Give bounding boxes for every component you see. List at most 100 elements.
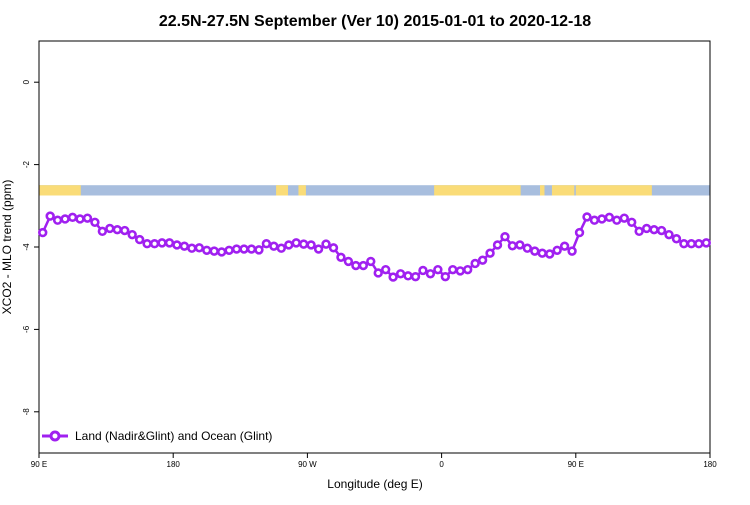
x-tick-label: 180: [703, 460, 717, 469]
data-point: [455, 266, 465, 276]
data-point: [343, 256, 354, 267]
x-tick-label: 180: [167, 460, 181, 469]
x-tick-label: 90 E: [31, 460, 47, 469]
data-point: [120, 225, 130, 236]
data-point: [187, 243, 197, 253]
data-point: [582, 212, 592, 222]
data-point: [612, 215, 622, 225]
data-point: [336, 252, 346, 262]
data-point: [410, 271, 421, 282]
legend-swatch-marker: [49, 430, 61, 442]
data-point: [395, 269, 406, 279]
data-point: [298, 239, 309, 249]
data-point: [38, 227, 48, 238]
y-tick-label: -2: [22, 160, 31, 168]
data-point: [589, 215, 600, 225]
data-point: [202, 245, 212, 255]
data-point: [209, 246, 219, 256]
data-point: [366, 256, 376, 267]
x-axis: 90 E 180 90 W 0 90 E 180: [31, 453, 717, 469]
data-point: [634, 226, 644, 237]
data-point: [142, 239, 152, 249]
data-point: [52, 215, 63, 225]
data-point: [224, 245, 234, 255]
data-point: [559, 241, 570, 251]
data-point: [97, 226, 108, 237]
data-point: [619, 213, 629, 223]
data-point: [313, 244, 324, 254]
data-point: [358, 260, 369, 271]
data-point: [60, 214, 70, 224]
data-point: [507, 241, 518, 251]
data-point: [112, 224, 122, 235]
data-point: [67, 212, 78, 223]
data-point: [492, 240, 503, 250]
data-point: [500, 232, 510, 242]
data-point: [269, 241, 279, 251]
y-tick-label: -6: [22, 325, 31, 333]
data-point: [701, 238, 711, 248]
data-point: [552, 245, 562, 255]
data-point: [291, 238, 301, 248]
data-point: [604, 212, 615, 223]
data-point: [545, 249, 555, 259]
data-point: [470, 258, 480, 269]
data-point: [567, 246, 577, 256]
data-point: [90, 217, 100, 227]
data-point: [515, 240, 525, 250]
y-tick-label: -8: [22, 408, 31, 416]
data-point: [530, 246, 540, 256]
data-point: [686, 239, 697, 249]
data-point: [522, 243, 533, 253]
data-point: [641, 223, 652, 234]
data-point: [45, 211, 55, 221]
map-land: [575, 185, 652, 196]
map-ocean: [39, 185, 710, 196]
x-tick-label: 90 E: [568, 460, 584, 469]
legend: Land (Nadir&Glint) and Ocean (Glint): [42, 429, 272, 443]
data-point: [656, 225, 667, 236]
data-point: [231, 244, 242, 254]
data-point: [261, 239, 272, 249]
map-land: [298, 185, 306, 196]
data-point: [284, 240, 294, 250]
map-land: [276, 185, 289, 196]
data-point: [403, 271, 413, 281]
data-point: [597, 214, 607, 224]
data-point: [671, 234, 682, 244]
data-point: [477, 255, 488, 265]
data-point: [105, 223, 115, 234]
data-point: [373, 268, 383, 278]
data-point: [321, 239, 331, 249]
y-axis-label: XCO2 - MLO trend (ppm): [0, 180, 14, 315]
data-point: [172, 240, 182, 250]
data-point: [440, 271, 451, 282]
series-layer: [38, 211, 711, 282]
data-point: [433, 264, 443, 275]
data-point: [306, 240, 316, 250]
data-point: [239, 244, 249, 254]
data-point: [679, 239, 689, 249]
data-point: [164, 238, 175, 248]
data-point: [664, 229, 674, 240]
chart-title: 22.5N-27.5N September (Ver 10) 2015-01-0…: [159, 13, 591, 30]
y-axis: 0 -2 -4 -6 -8: [22, 79, 39, 415]
data-point: [149, 239, 160, 249]
data-point: [448, 264, 458, 275]
y-tick-label: 0: [22, 79, 31, 84]
data-point: [380, 264, 391, 275]
plot-frame: [38, 40, 711, 454]
y-tick-label: -4: [22, 243, 31, 251]
data-point: [134, 234, 145, 245]
data-point: [216, 247, 227, 257]
data-point: [694, 239, 704, 249]
data-point: [537, 248, 547, 258]
map-land: [551, 185, 575, 196]
data-point: [627, 217, 637, 227]
data-point: [462, 264, 473, 275]
data-point: [127, 229, 137, 240]
data-point: [574, 227, 585, 238]
data-point: [179, 241, 190, 251]
data-point: [649, 224, 659, 235]
map-land: [434, 185, 521, 196]
